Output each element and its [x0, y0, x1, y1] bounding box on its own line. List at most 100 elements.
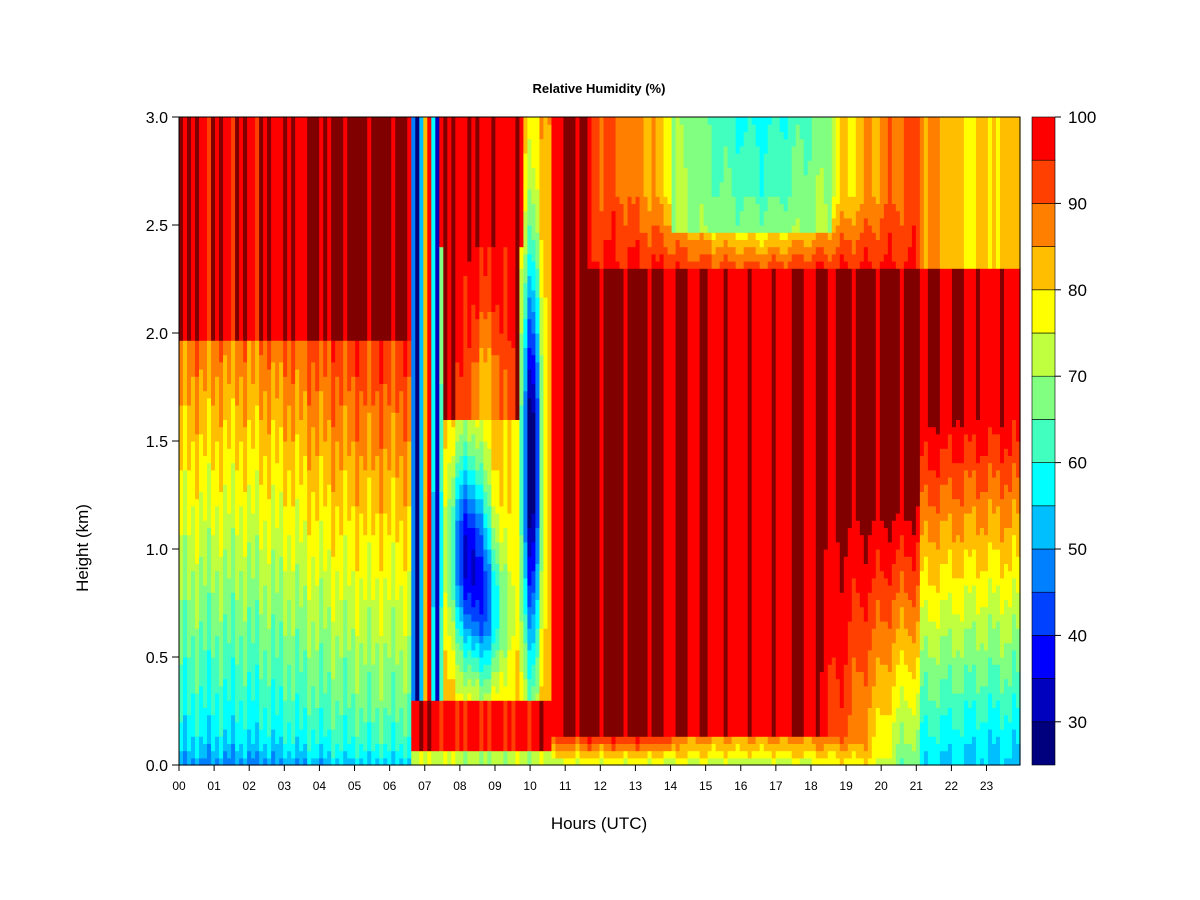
heatmap-cell — [187, 750, 192, 766]
heatmap-cell — [583, 117, 589, 737]
heatmap-cell — [451, 678, 456, 701]
heatmap-cell — [743, 232, 749, 240]
heatmap-cell — [591, 268, 597, 737]
heatmap-cell — [339, 405, 344, 471]
heatmap-cell — [207, 340, 212, 399]
heatmap-cell — [479, 441, 484, 464]
heatmap-cell — [719, 246, 725, 262]
heatmap-cell — [231, 462, 236, 528]
heatmap-cell — [451, 621, 456, 651]
heatmap-cell — [535, 750, 541, 766]
heatmap-cell — [491, 469, 496, 507]
heatmap-cell — [251, 743, 256, 759]
heatmap-cell — [363, 405, 368, 471]
heatmap-cell — [323, 757, 328, 766]
heatmap-cell — [383, 757, 388, 766]
heatmap-cell — [623, 117, 629, 226]
heatmap-cell — [919, 117, 925, 269]
heatmap-cell — [639, 736, 645, 744]
heatmap-cell — [779, 203, 785, 233]
heatmap-cell — [923, 117, 929, 269]
heatmap-cell — [491, 527, 496, 550]
heatmap-cell — [287, 534, 292, 600]
heatmap-cell — [183, 405, 188, 471]
heatmap-cell — [635, 239, 641, 269]
heatmap-cell — [183, 714, 188, 752]
heatmap-cell — [987, 498, 993, 543]
heatmap-cell — [975, 693, 981, 730]
heatmap-cell — [475, 117, 480, 248]
heatmap-cell — [343, 340, 348, 406]
heatmap-cell — [955, 498, 961, 536]
heatmap-cell — [315, 520, 320, 586]
heatmap-cell — [503, 657, 508, 687]
heatmap-cell — [503, 246, 508, 370]
heatmap-cell — [227, 642, 232, 701]
heatmap-cell — [719, 750, 725, 759]
heatmap-cell — [475, 671, 480, 680]
heatmap-cell — [731, 750, 737, 759]
heatmap-cell — [523, 541, 529, 579]
heatmap-cell — [891, 599, 897, 644]
heatmap-cell — [931, 700, 937, 737]
heatmap-cell — [291, 570, 296, 636]
heatmap-cell — [931, 117, 937, 269]
heatmap-cell — [455, 441, 460, 464]
heatmap-cell — [911, 642, 917, 680]
heatmap-cell — [687, 750, 693, 759]
heatmap-cell — [835, 736, 841, 744]
heatmap-cell — [275, 743, 280, 766]
heatmap-cell — [639, 117, 645, 233]
heatmap-cell — [247, 484, 252, 543]
heatmap-cell — [1003, 678, 1009, 716]
heatmap-cell — [787, 232, 793, 248]
heatmap-cell — [463, 657, 468, 672]
heatmap-cell — [495, 563, 500, 586]
heatmap-cell — [711, 253, 717, 269]
heatmap-cell — [475, 513, 480, 528]
heatmap-cell — [603, 117, 609, 240]
heatmap-cell — [195, 563, 200, 629]
heatmap-cell — [219, 117, 224, 341]
heatmap-cell — [391, 340, 396, 413]
heatmap-cell — [459, 693, 464, 701]
heatmap-cell — [303, 340, 308, 392]
heatmap-cell — [975, 419, 981, 464]
heatmap-cell — [191, 570, 196, 636]
heatmap-cell — [379, 757, 384, 766]
heatmap-cell — [623, 225, 629, 269]
heatmap-cell — [703, 232, 709, 240]
heatmap-cell — [379, 700, 384, 744]
heatmap-cell — [499, 505, 504, 543]
heatmap-cell — [983, 685, 989, 723]
colorbar-band — [1031, 505, 1056, 550]
heatmap-cell — [979, 570, 985, 608]
heatmap-cell — [551, 743, 557, 752]
heatmap-cell — [267, 685, 272, 737]
heatmap-cell — [275, 527, 280, 593]
heatmap-cell — [687, 268, 693, 737]
heatmap-cell — [483, 621, 488, 636]
heatmap-cell — [327, 117, 332, 341]
heatmap-cell — [559, 750, 565, 759]
heatmap-cell — [967, 707, 973, 744]
heatmap-cell — [683, 232, 689, 248]
heatmap-cell — [803, 246, 809, 262]
heatmap-cell — [655, 750, 661, 759]
heatmap-cell — [663, 743, 669, 752]
heatmap-cell — [327, 419, 332, 485]
heatmap-cell — [395, 117, 400, 341]
heatmap-cell — [971, 736, 977, 766]
heatmap-cell — [479, 498, 484, 514]
heatmap-cell — [527, 556, 533, 586]
heatmap-cell — [735, 736, 741, 744]
heatmap-cell — [443, 448, 448, 507]
heatmap-cell — [327, 549, 332, 608]
heatmap-cell — [227, 383, 232, 449]
heatmap-cell — [823, 232, 829, 255]
heatmap-cell — [219, 621, 224, 687]
heatmap-cell — [1007, 721, 1013, 759]
heatmap-cell — [555, 757, 561, 766]
heatmap-cell — [939, 750, 945, 766]
heatmap-cell — [931, 736, 937, 766]
